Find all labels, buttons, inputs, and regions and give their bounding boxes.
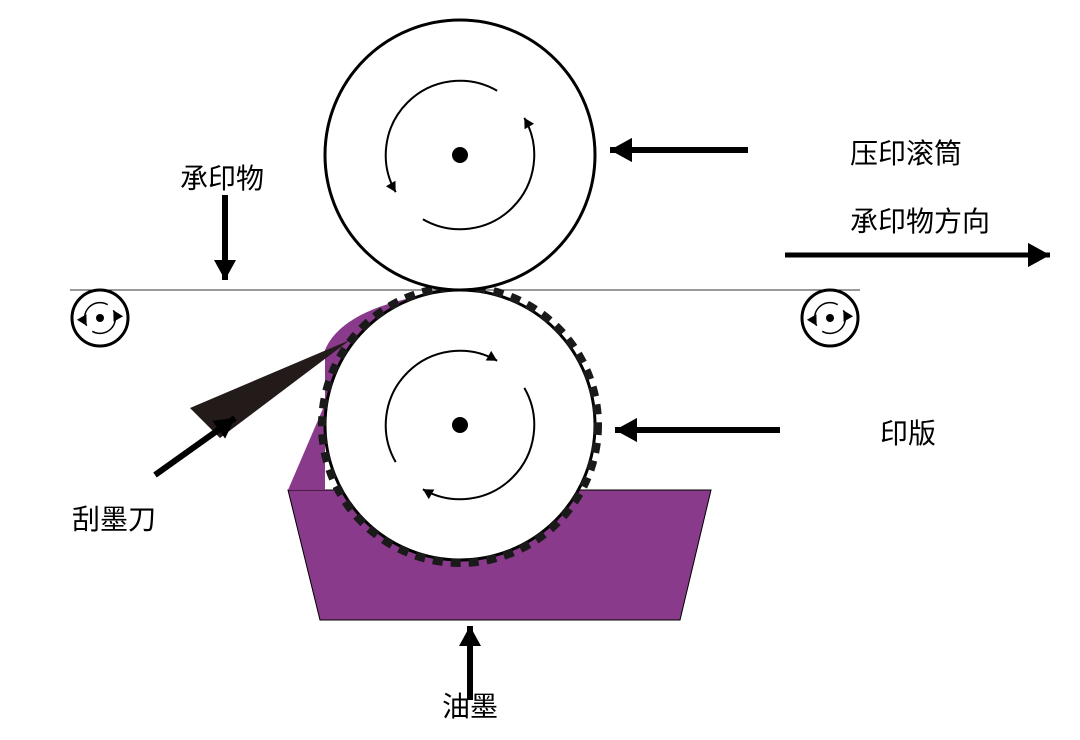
label-plate: 印版 [880,412,936,452]
label-substrate: 承印物 [180,157,264,197]
label-doctor-blade: 刮墨刀 [72,498,156,538]
label-substrate-direction: 承印物方向 [850,200,990,240]
label-ink: 油墨 [442,685,498,725]
diagram-stage: 压印滚筒 承印物 承印物方向 印版 刮墨刀 油墨 [0,0,1080,740]
diagram-svg [0,0,1080,740]
label-impression-cylinder: 压印滚筒 [850,132,962,172]
